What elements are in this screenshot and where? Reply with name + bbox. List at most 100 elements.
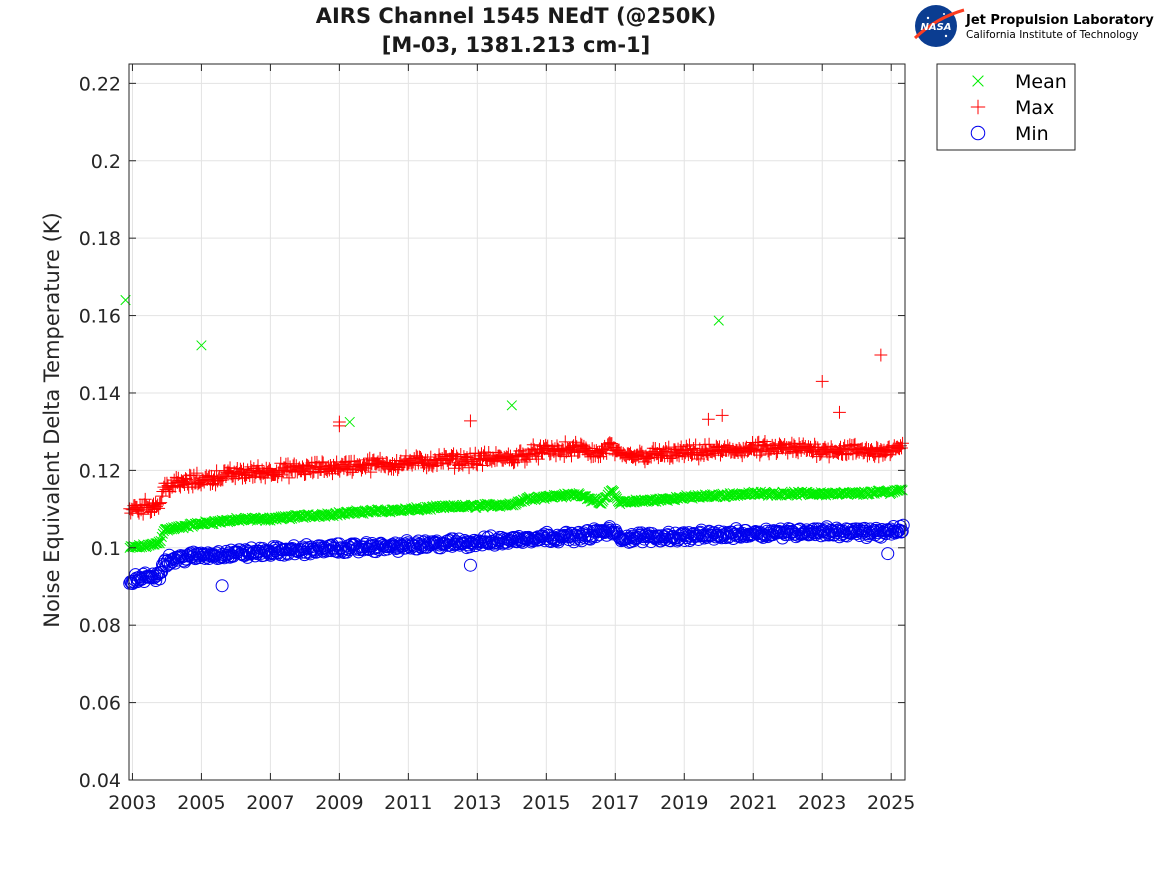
min-marker xyxy=(463,558,477,572)
chart-title: AIRS Channel 1545 NEdT (@250K) xyxy=(316,4,717,28)
mean-marker xyxy=(611,493,623,504)
mean-marker xyxy=(713,315,724,326)
max-marker xyxy=(663,452,677,465)
max-marker xyxy=(641,452,655,465)
min-marker xyxy=(970,125,986,141)
y-tick-label: 0.1 xyxy=(91,538,121,560)
legend-item-max: Max xyxy=(970,97,1054,119)
min-marker xyxy=(895,524,909,538)
jpl-name: Jet Propulsion Laboratory xyxy=(965,13,1154,28)
legend: Mean Max Min xyxy=(936,63,1076,151)
max-marker xyxy=(152,502,166,515)
plot-frame xyxy=(128,63,906,781)
grid xyxy=(129,64,905,781)
max-marker xyxy=(644,450,658,464)
min-marker xyxy=(631,531,645,545)
max-marker xyxy=(258,471,272,485)
max-marker xyxy=(893,442,906,456)
max-marker xyxy=(456,458,470,472)
max-marker xyxy=(600,447,614,460)
mean-marker xyxy=(576,491,587,502)
y-tick-label: 0.06 xyxy=(79,693,121,715)
max-marker xyxy=(151,498,165,512)
max-marker xyxy=(364,465,378,479)
max-marker xyxy=(332,415,346,429)
max-marker xyxy=(315,455,329,469)
max-marker xyxy=(187,468,201,482)
mean-marker xyxy=(155,535,166,547)
mean-marker xyxy=(284,513,296,525)
min-marker xyxy=(153,572,167,586)
max-marker xyxy=(896,436,909,450)
legend-box xyxy=(936,63,1076,151)
max-marker xyxy=(679,439,693,453)
y-tick-label: 0.2 xyxy=(91,151,121,173)
max-marker xyxy=(311,466,325,479)
max-marker xyxy=(874,348,888,362)
jpl-logo: NASA Jet Propulsion Laboratory Californi… xyxy=(913,5,1154,47)
x-tick-label: 2015 xyxy=(522,792,570,814)
max-marker xyxy=(833,405,846,419)
min-marker xyxy=(888,526,902,540)
min-marker xyxy=(555,530,569,544)
x-tick-label: 2025 xyxy=(867,792,915,814)
min-marker xyxy=(448,537,462,551)
jpl-subtitle: California Institute of Technology xyxy=(966,29,1138,41)
min-marker xyxy=(558,526,572,540)
max-marker xyxy=(445,449,458,462)
max-marker xyxy=(316,456,330,470)
mean-marker xyxy=(344,416,355,428)
min-marker xyxy=(668,526,682,540)
legend-label: Min xyxy=(1015,123,1049,145)
max-marker xyxy=(216,473,230,487)
mean-marker xyxy=(840,488,851,500)
mean-marker xyxy=(153,536,164,547)
mean-marker xyxy=(472,500,483,511)
mean-marker xyxy=(894,484,905,495)
x-tick-label: 2013 xyxy=(453,792,501,814)
min-marker xyxy=(220,548,234,562)
series-max xyxy=(123,348,909,521)
max-marker xyxy=(529,449,543,463)
x-tick-label: 2017 xyxy=(591,792,639,814)
max-marker xyxy=(787,438,801,452)
x-tick-label: 2011 xyxy=(384,792,432,814)
max-marker xyxy=(454,448,468,461)
max-marker xyxy=(136,507,150,521)
y-tick-label: 0.22 xyxy=(79,73,121,95)
max-marker xyxy=(594,450,607,464)
x-tick-label: 2019 xyxy=(660,792,708,814)
max-marker xyxy=(405,458,419,472)
max-marker xyxy=(754,445,768,459)
mean-marker xyxy=(506,400,517,411)
max-marker xyxy=(748,443,762,457)
mean-marker xyxy=(424,502,435,513)
series-mean xyxy=(120,294,908,553)
max-marker xyxy=(545,439,559,453)
max-marker xyxy=(420,461,434,475)
max-marker xyxy=(815,374,829,388)
mean-marker xyxy=(892,485,903,496)
legend-label: Max xyxy=(1015,97,1054,119)
max-marker xyxy=(769,447,783,461)
max-marker xyxy=(154,496,168,510)
mean-marker xyxy=(799,487,810,498)
min-marker xyxy=(896,518,910,532)
y-tick-label: 0.04 xyxy=(79,770,121,792)
max-marker xyxy=(298,468,311,482)
min-marker xyxy=(482,537,496,551)
min-marker xyxy=(713,530,727,544)
max-marker xyxy=(708,446,722,460)
min-marker xyxy=(894,525,908,539)
mean-marker xyxy=(972,75,984,87)
plot-marks xyxy=(120,294,910,593)
mean-marker xyxy=(575,491,586,502)
mean-marker xyxy=(748,486,759,497)
max-marker xyxy=(554,444,568,458)
y-tick-label: 0.08 xyxy=(79,615,121,637)
max-marker xyxy=(702,412,715,426)
x-tick-label: 2023 xyxy=(798,792,846,814)
y-axis-label: Noise Equivalent Delta Temperature (K) xyxy=(40,212,64,628)
mean-marker xyxy=(154,538,165,549)
